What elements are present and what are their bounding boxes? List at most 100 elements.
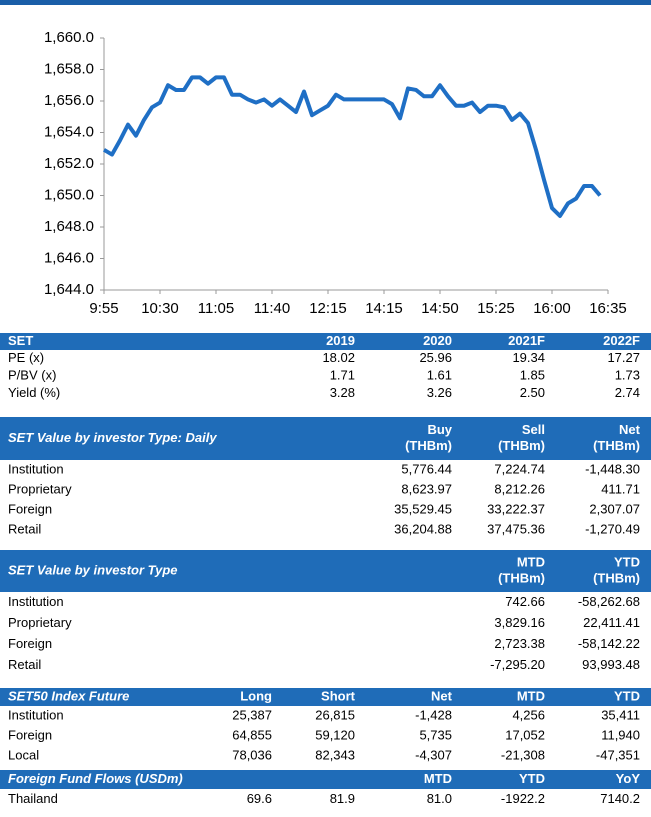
y-tick-label: 1,658.0 <box>44 60 94 77</box>
column-header: (THBm) <box>405 438 452 453</box>
row-label: Thailand <box>8 791 58 806</box>
row-label: Yield (%) <box>8 385 60 400</box>
cell-value: 81.0 <box>427 791 452 806</box>
x-tick-label: 14:50 <box>421 300 459 317</box>
cell-value: 81.9 <box>330 791 355 806</box>
cell-value: -1922.2 <box>501 791 545 806</box>
column-header: Net <box>431 688 453 703</box>
cell-value: 35,411 <box>601 707 640 722</box>
column-header: MTD <box>517 554 545 569</box>
row-label: PE (x) <box>8 350 44 365</box>
table-title: SET Value by investor Type: Daily <box>8 430 217 445</box>
row-label: Retail <box>8 657 41 672</box>
cell-value: -1,428 <box>415 707 452 722</box>
cell-value: 2.74 <box>615 385 640 400</box>
cell-value: 33,222.37 <box>487 501 545 516</box>
cell-value: 8,623.97 <box>401 481 452 496</box>
column-header: MTD <box>424 771 452 786</box>
cell-value: 59,120 <box>315 727 355 742</box>
cell-value: 2,307.07 <box>589 501 640 516</box>
column-header: Sell <box>522 422 545 437</box>
column-header: Long <box>240 688 272 703</box>
x-tick-label: 14:15 <box>365 300 403 317</box>
x-tick-label: 9:55 <box>89 300 118 317</box>
cell-value: 26,815 <box>315 707 355 722</box>
table-header <box>0 688 651 706</box>
x-tick-label: 11:40 <box>254 300 290 317</box>
column-header: Net <box>619 422 641 437</box>
cell-value: -4,307 <box>415 747 452 762</box>
cell-value: 78,036 <box>232 747 272 762</box>
row-label: Foreign <box>8 501 52 516</box>
cell-value: 5,735 <box>419 727 452 742</box>
column-header: (THBm) <box>593 570 640 585</box>
cell-value: 8,212.26 <box>494 481 545 496</box>
column-header: Buy <box>427 422 452 437</box>
cell-value: 19.34 <box>512 350 545 365</box>
cell-value: -1,270.49 <box>585 521 640 536</box>
cell-value: 1.73 <box>615 368 640 383</box>
table-title: SET Value by investor Type <box>8 562 178 577</box>
cell-value: 411.71 <box>601 481 640 496</box>
column-header: 2022F <box>603 333 640 348</box>
y-tick-label: 1,660.0 <box>44 29 94 46</box>
y-tick-label: 1,654.0 <box>44 123 94 140</box>
x-tick-label: 15:25 <box>477 300 515 317</box>
cell-value: 17.27 <box>607 350 640 365</box>
row-label: Retail <box>8 521 41 536</box>
price-line <box>102 75 602 218</box>
column-header: 2019 <box>326 333 355 348</box>
row-label: Institution <box>8 707 64 722</box>
cell-value: 4,256 <box>512 707 545 722</box>
cell-value: 7,224.74 <box>494 461 545 476</box>
column-header: MTD <box>517 688 545 703</box>
x-tick-label: 11:05 <box>198 300 234 317</box>
x-tick-label: 16:00 <box>533 300 571 317</box>
cell-value: -58,262.68 <box>578 594 640 609</box>
column-header: YTD <box>614 688 640 703</box>
column-header: (THBm) <box>498 438 545 453</box>
y-tick-label: 1,656.0 <box>44 92 94 109</box>
cell-value: -21,308 <box>501 747 545 762</box>
cell-value: -47,351 <box>596 747 640 762</box>
table-title: Foreign Fund Flows (USDm) <box>8 771 183 786</box>
row-label: Institution <box>8 594 64 609</box>
cell-value: 22,411.41 <box>583 615 640 630</box>
column-header: (THBm) <box>498 570 545 585</box>
cell-value: 1.71 <box>330 368 355 383</box>
column-header: (THBm) <box>593 438 640 453</box>
row-label: Proprietary <box>8 481 72 496</box>
cell-value: 17,052 <box>505 727 545 742</box>
column-header: YTD <box>614 554 640 569</box>
x-tick-label: 16:35 <box>589 300 627 317</box>
cell-value: 2,723.38 <box>494 636 545 651</box>
column-header: 2020 <box>423 333 452 348</box>
cell-value: 35,529.45 <box>394 501 452 516</box>
y-tick-label: 1,650.0 <box>44 186 94 203</box>
cell-value: 742.66 <box>505 594 545 609</box>
top-bar <box>0 0 651 5</box>
cell-value: 1.85 <box>520 368 545 383</box>
cell-value: 36,204.88 <box>394 521 452 536</box>
table-title: SET <box>8 333 33 348</box>
table-header <box>0 333 651 350</box>
cell-value: 69.6 <box>247 791 272 806</box>
cell-value: 82,343 <box>315 747 355 762</box>
table-title: SET50 Index Future <box>8 688 129 703</box>
x-tick-label: 10:30 <box>141 300 179 317</box>
row-label: P/BV (x) <box>8 368 56 383</box>
cell-value: -58,142.22 <box>578 636 640 651</box>
cell-value: 7140.2 <box>600 791 640 806</box>
cell-value: 2.50 <box>520 385 545 400</box>
cell-value: 3.28 <box>330 385 355 400</box>
cell-value: 93,993.48 <box>582 657 640 672</box>
cell-value: 1.61 <box>427 368 452 383</box>
column-header: YoY <box>616 771 641 786</box>
cell-value: -7,295.20 <box>490 657 545 672</box>
row-label: Proprietary <box>8 615 72 630</box>
cell-value: 11,940 <box>601 727 640 742</box>
cell-value: 25,387 <box>232 707 272 722</box>
cell-value: 25.96 <box>419 350 452 365</box>
cell-value: 5,776.44 <box>401 461 452 476</box>
cell-value: 64,855 <box>232 727 272 742</box>
